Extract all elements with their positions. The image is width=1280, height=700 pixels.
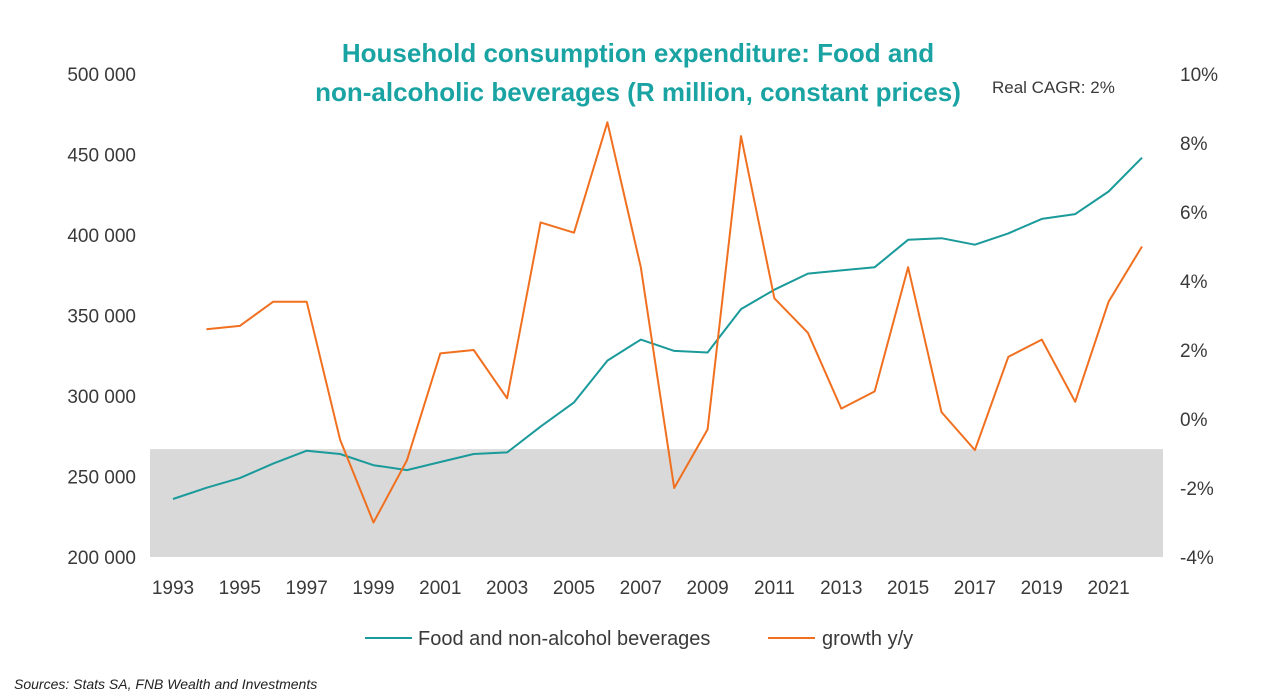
- x-tick-label: 1993: [152, 578, 194, 599]
- right-tick-label: 6%: [1180, 203, 1208, 224]
- left-axis-ticks: 200 000 250 000 300 000 350 000 400 000 450 0…: [67, 65, 136, 569]
- legend: Food and non-alcohol beverages growth y/…: [365, 628, 913, 650]
- x-tick-label: 2017: [954, 578, 996, 599]
- right-tick-label: 0%: [1180, 410, 1208, 431]
- x-tick-label: 2019: [1021, 578, 1063, 599]
- x-tick-label: 2015: [887, 578, 929, 599]
- left-tick-label: 450 000: [67, 146, 136, 167]
- cagr-annotation: Real CAGR: 2%: [992, 78, 1115, 97]
- x-tick-label: 2003: [486, 578, 528, 599]
- left-tick-label: 200 000: [67, 548, 136, 569]
- x-tick-label: 2001: [419, 578, 461, 599]
- right-tick-label: -4%: [1180, 548, 1214, 569]
- x-tick-label: 1999: [352, 578, 394, 599]
- left-tick-label: 250 000: [67, 468, 136, 489]
- x-tick-label: 1997: [286, 578, 328, 599]
- right-tick-label: 2%: [1180, 341, 1208, 362]
- x-tick-label: 2013: [820, 578, 862, 599]
- right-axis-ticks: -4% -2% 0% 2% 4% 6% 8% 10%: [1180, 65, 1218, 569]
- left-tick-label: 350 000: [67, 307, 136, 328]
- shaded-band: [150, 449, 1163, 557]
- left-tick-label: 400 000: [67, 226, 136, 247]
- x-tick-label: 2005: [553, 578, 595, 599]
- x-tick-label: 2021: [1087, 578, 1129, 599]
- legend-label-food: Food and non-alcohol beverages: [418, 628, 710, 650]
- x-tick-label: 2007: [620, 578, 662, 599]
- legend-label-growth: growth y/y: [822, 628, 913, 650]
- series-line-food: [172, 156, 1143, 500]
- left-tick-label: 300 000: [67, 387, 136, 408]
- chart-title-line-2: non-alcoholic beverages (R million, cons…: [315, 77, 961, 107]
- right-tick-label: -2%: [1180, 479, 1214, 500]
- right-tick-label: 10%: [1180, 65, 1218, 86]
- x-tick-label: 1995: [219, 578, 261, 599]
- series-line-growth: [206, 121, 1143, 524]
- chart-title-line-1: Household consumption expenditure: Food …: [342, 38, 934, 68]
- right-tick-label: 8%: [1180, 134, 1208, 155]
- source-note: Sources: Stats SA, FNB Wealth and Invest…: [14, 676, 318, 692]
- x-tick-label: 2009: [686, 578, 728, 599]
- left-tick-label: 500 000: [67, 65, 136, 86]
- x-tick-label: 2011: [754, 578, 795, 599]
- right-tick-label: 4%: [1180, 272, 1208, 293]
- x-axis-ticks: 1993 1995 1997 1999 2001 2003 2005 2007 2009 2011…: [152, 578, 1130, 599]
